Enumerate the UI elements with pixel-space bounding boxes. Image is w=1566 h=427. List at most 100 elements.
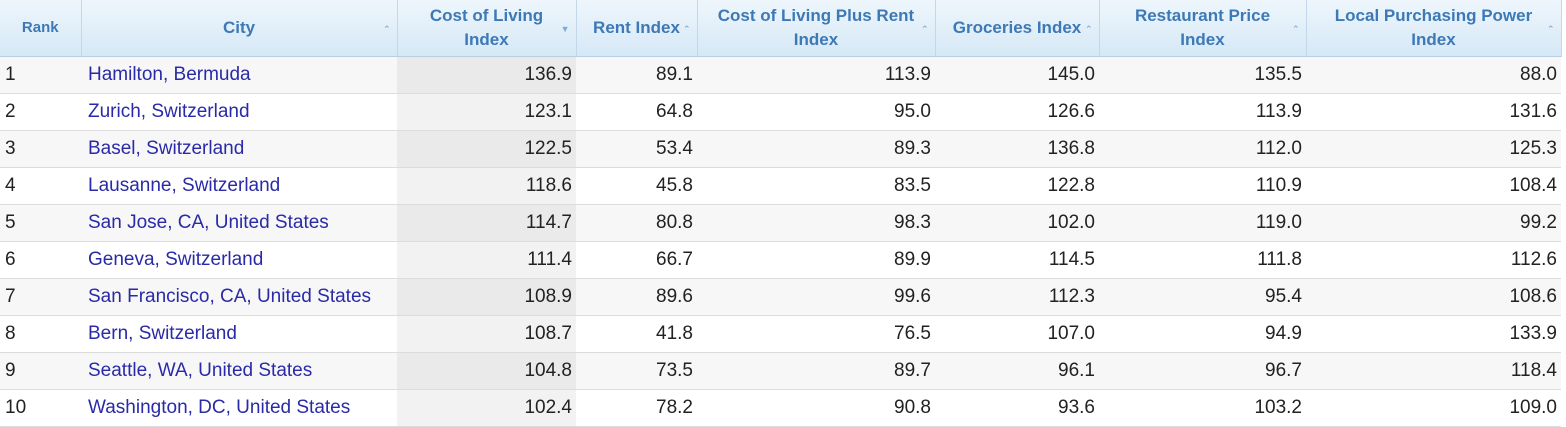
groceries-cell: 122.8 bbox=[935, 167, 1099, 205]
rank-cell: 6 bbox=[0, 241, 81, 279]
table-row: 10 Washington, DC, United States 102.4 78.2… bbox=[0, 389, 1561, 427]
rent-cell: 73.5 bbox=[576, 352, 697, 390]
cost-of-living-cell: 114.7 bbox=[397, 204, 576, 242]
rent-cell: 80.8 bbox=[576, 204, 697, 242]
restaurant-cell: 110.9 bbox=[1099, 167, 1306, 205]
col-plus-rent-cell: 99.6 bbox=[697, 278, 935, 316]
column-header-cost-of-living[interactable]: Cost of Living Index ▼ bbox=[397, 0, 577, 57]
city-link[interactable]: Zurich, Switzerland bbox=[88, 101, 250, 122]
rent-cell: 53.4 bbox=[576, 130, 697, 168]
city-link[interactable]: Geneva, Switzerland bbox=[88, 249, 264, 270]
rank-cell: 9 bbox=[0, 352, 81, 390]
restaurant-cell: 95.4 bbox=[1099, 278, 1306, 316]
rent-cell: 41.8 bbox=[576, 315, 697, 353]
cost-of-living-cell: 104.8 bbox=[397, 352, 576, 390]
cost-of-living-cell: 111.4 bbox=[397, 241, 576, 279]
cost-of-living-cell: 136.9 bbox=[397, 56, 576, 94]
rank-cell: 8 bbox=[0, 315, 81, 353]
rent-cell: 89.6 bbox=[576, 278, 697, 316]
column-header-restaurant[interactable]: Restaurant Price Index ⌃ bbox=[1099, 0, 1307, 57]
rent-cell: 66.7 bbox=[576, 241, 697, 279]
restaurant-cell: 119.0 bbox=[1099, 204, 1306, 242]
local-purchasing-power-cell: 108.4 bbox=[1306, 167, 1561, 205]
caret-down-icon[interactable]: ▼ bbox=[560, 24, 570, 34]
column-header-col-plus-rent-label: Cost of Living Plus Rent Index bbox=[717, 6, 915, 49]
col-plus-rent-cell: 95.0 bbox=[697, 93, 935, 131]
chevron-up-icon[interactable]: ⌃ bbox=[1546, 24, 1555, 34]
city-link[interactable]: Lausanne, Switzerland bbox=[88, 175, 281, 196]
table-row: 9 Seattle, WA, United States 104.8 73.5 89.7… bbox=[0, 352, 1561, 390]
table-row: 5 San Jose, CA, United States 114.7 80.8 98.… bbox=[0, 204, 1561, 242]
column-header-groceries[interactable]: Groceries Index ⌃ bbox=[935, 0, 1100, 57]
city-link[interactable]: Bern, Switzerland bbox=[88, 323, 237, 344]
chevron-up-icon[interactable]: ⌃ bbox=[1291, 24, 1300, 34]
col-plus-rent-cell: 89.7 bbox=[697, 352, 935, 390]
groceries-cell: 114.5 bbox=[935, 241, 1099, 279]
local-purchasing-power-cell: 125.3 bbox=[1306, 130, 1561, 168]
header-row: Rank City ⌃ Cost of Living Index ▼ Rent In… bbox=[0, 0, 1562, 57]
groceries-cell: 107.0 bbox=[935, 315, 1099, 353]
cost-of-living-cell: 102.4 bbox=[397, 389, 576, 427]
restaurant-cell: 94.9 bbox=[1099, 315, 1306, 353]
groceries-cell: 93.6 bbox=[935, 389, 1099, 427]
local-purchasing-power-cell: 131.6 bbox=[1306, 93, 1561, 131]
local-purchasing-power-cell: 109.0 bbox=[1306, 389, 1561, 427]
city-cell: Basel, Switzerland bbox=[81, 130, 397, 168]
groceries-cell: 145.0 bbox=[935, 56, 1099, 94]
cost-of-living-cell: 122.5 bbox=[397, 130, 576, 168]
col-plus-rent-cell: 90.8 bbox=[697, 389, 935, 427]
rank-cell: 4 bbox=[0, 167, 81, 205]
city-cell: Zurich, Switzerland bbox=[81, 93, 397, 131]
column-header-groceries-label: Groceries Index bbox=[952, 18, 1082, 37]
local-purchasing-power-cell: 112.6 bbox=[1306, 241, 1561, 279]
city-link[interactable]: Hamilton, Bermuda bbox=[88, 64, 251, 85]
table-row: 3 Basel, Switzerland 122.5 53.4 89.3 136.8 112… bbox=[0, 130, 1561, 168]
groceries-cell: 96.1 bbox=[935, 352, 1099, 390]
col-plus-rent-cell: 89.9 bbox=[697, 241, 935, 279]
rent-cell: 78.2 bbox=[576, 389, 697, 427]
col-plus-rent-cell: 76.5 bbox=[697, 315, 935, 353]
col-plus-rent-cell: 98.3 bbox=[697, 204, 935, 242]
local-purchasing-power-cell: 99.2 bbox=[1306, 204, 1561, 242]
table-row: 7 San Francisco, CA, United States 108.9 89… bbox=[0, 278, 1561, 316]
local-purchasing-power-cell: 133.9 bbox=[1306, 315, 1561, 353]
column-header-rent[interactable]: Rent Index ⌃ bbox=[576, 0, 698, 57]
chevron-up-icon[interactable]: ⌃ bbox=[682, 24, 691, 34]
column-header-col-plus-rent[interactable]: Cost of Living Plus Rent Index ⌃ bbox=[697, 0, 936, 57]
column-header-rank-label: Rank bbox=[21, 19, 59, 36]
table-row: 2 Zurich, Switzerland 123.1 64.8 95.0 126.6 11… bbox=[0, 93, 1561, 131]
col-plus-rent-cell: 89.3 bbox=[697, 130, 935, 168]
city-link[interactable]: San Jose, CA, United States bbox=[88, 212, 329, 233]
restaurant-cell: 96.7 bbox=[1099, 352, 1306, 390]
city-link[interactable]: Basel, Switzerland bbox=[88, 138, 245, 159]
city-cell: Geneva, Switzerland bbox=[81, 241, 397, 279]
local-purchasing-power-cell: 108.6 bbox=[1306, 278, 1561, 316]
chevron-up-icon[interactable]: ⌃ bbox=[1084, 24, 1093, 34]
column-header-local-purchasing-power[interactable]: Local Purchasing Power Index ⌃ bbox=[1306, 0, 1562, 57]
column-header-rank[interactable]: Rank bbox=[0, 0, 82, 57]
col-plus-rent-cell: 113.9 bbox=[697, 56, 935, 94]
table-body: 1 Hamilton, Bermuda 136.9 89.1 113.9 145.0 135… bbox=[0, 56, 1561, 427]
chevron-up-icon[interactable]: ⌃ bbox=[382, 24, 391, 34]
column-header-local-purchasing-power-label: Local Purchasing Power Index bbox=[1334, 6, 1533, 49]
rank-cell: 3 bbox=[0, 130, 81, 168]
column-header-cost-of-living-label: Cost of Living Index bbox=[429, 6, 544, 49]
city-cell: San Francisco, CA, United States bbox=[81, 278, 397, 316]
chevron-up-icon[interactable]: ⌃ bbox=[920, 24, 929, 34]
city-link[interactable]: Seattle, WA, United States bbox=[88, 360, 313, 381]
restaurant-cell: 135.5 bbox=[1099, 56, 1306, 94]
groceries-cell: 126.6 bbox=[935, 93, 1099, 131]
groceries-cell: 136.8 bbox=[935, 130, 1099, 168]
city-link[interactable]: Washington, DC, United States bbox=[88, 397, 351, 418]
rank-cell: 10 bbox=[0, 389, 81, 427]
city-link[interactable]: San Francisco, CA, United States bbox=[88, 286, 372, 307]
cost-of-living-cell: 118.6 bbox=[397, 167, 576, 205]
groceries-cell: 112.3 bbox=[935, 278, 1099, 316]
table-row: 4 Lausanne, Switzerland 118.6 45.8 83.5 122.8… bbox=[0, 167, 1561, 205]
city-cell: Hamilton, Bermuda bbox=[81, 56, 397, 94]
column-header-city[interactable]: City ⌃ bbox=[81, 0, 398, 57]
cost-of-living-cell: 108.9 bbox=[397, 278, 576, 316]
rank-cell: 7 bbox=[0, 278, 81, 316]
column-header-restaurant-label: Restaurant Price Index bbox=[1134, 6, 1271, 49]
